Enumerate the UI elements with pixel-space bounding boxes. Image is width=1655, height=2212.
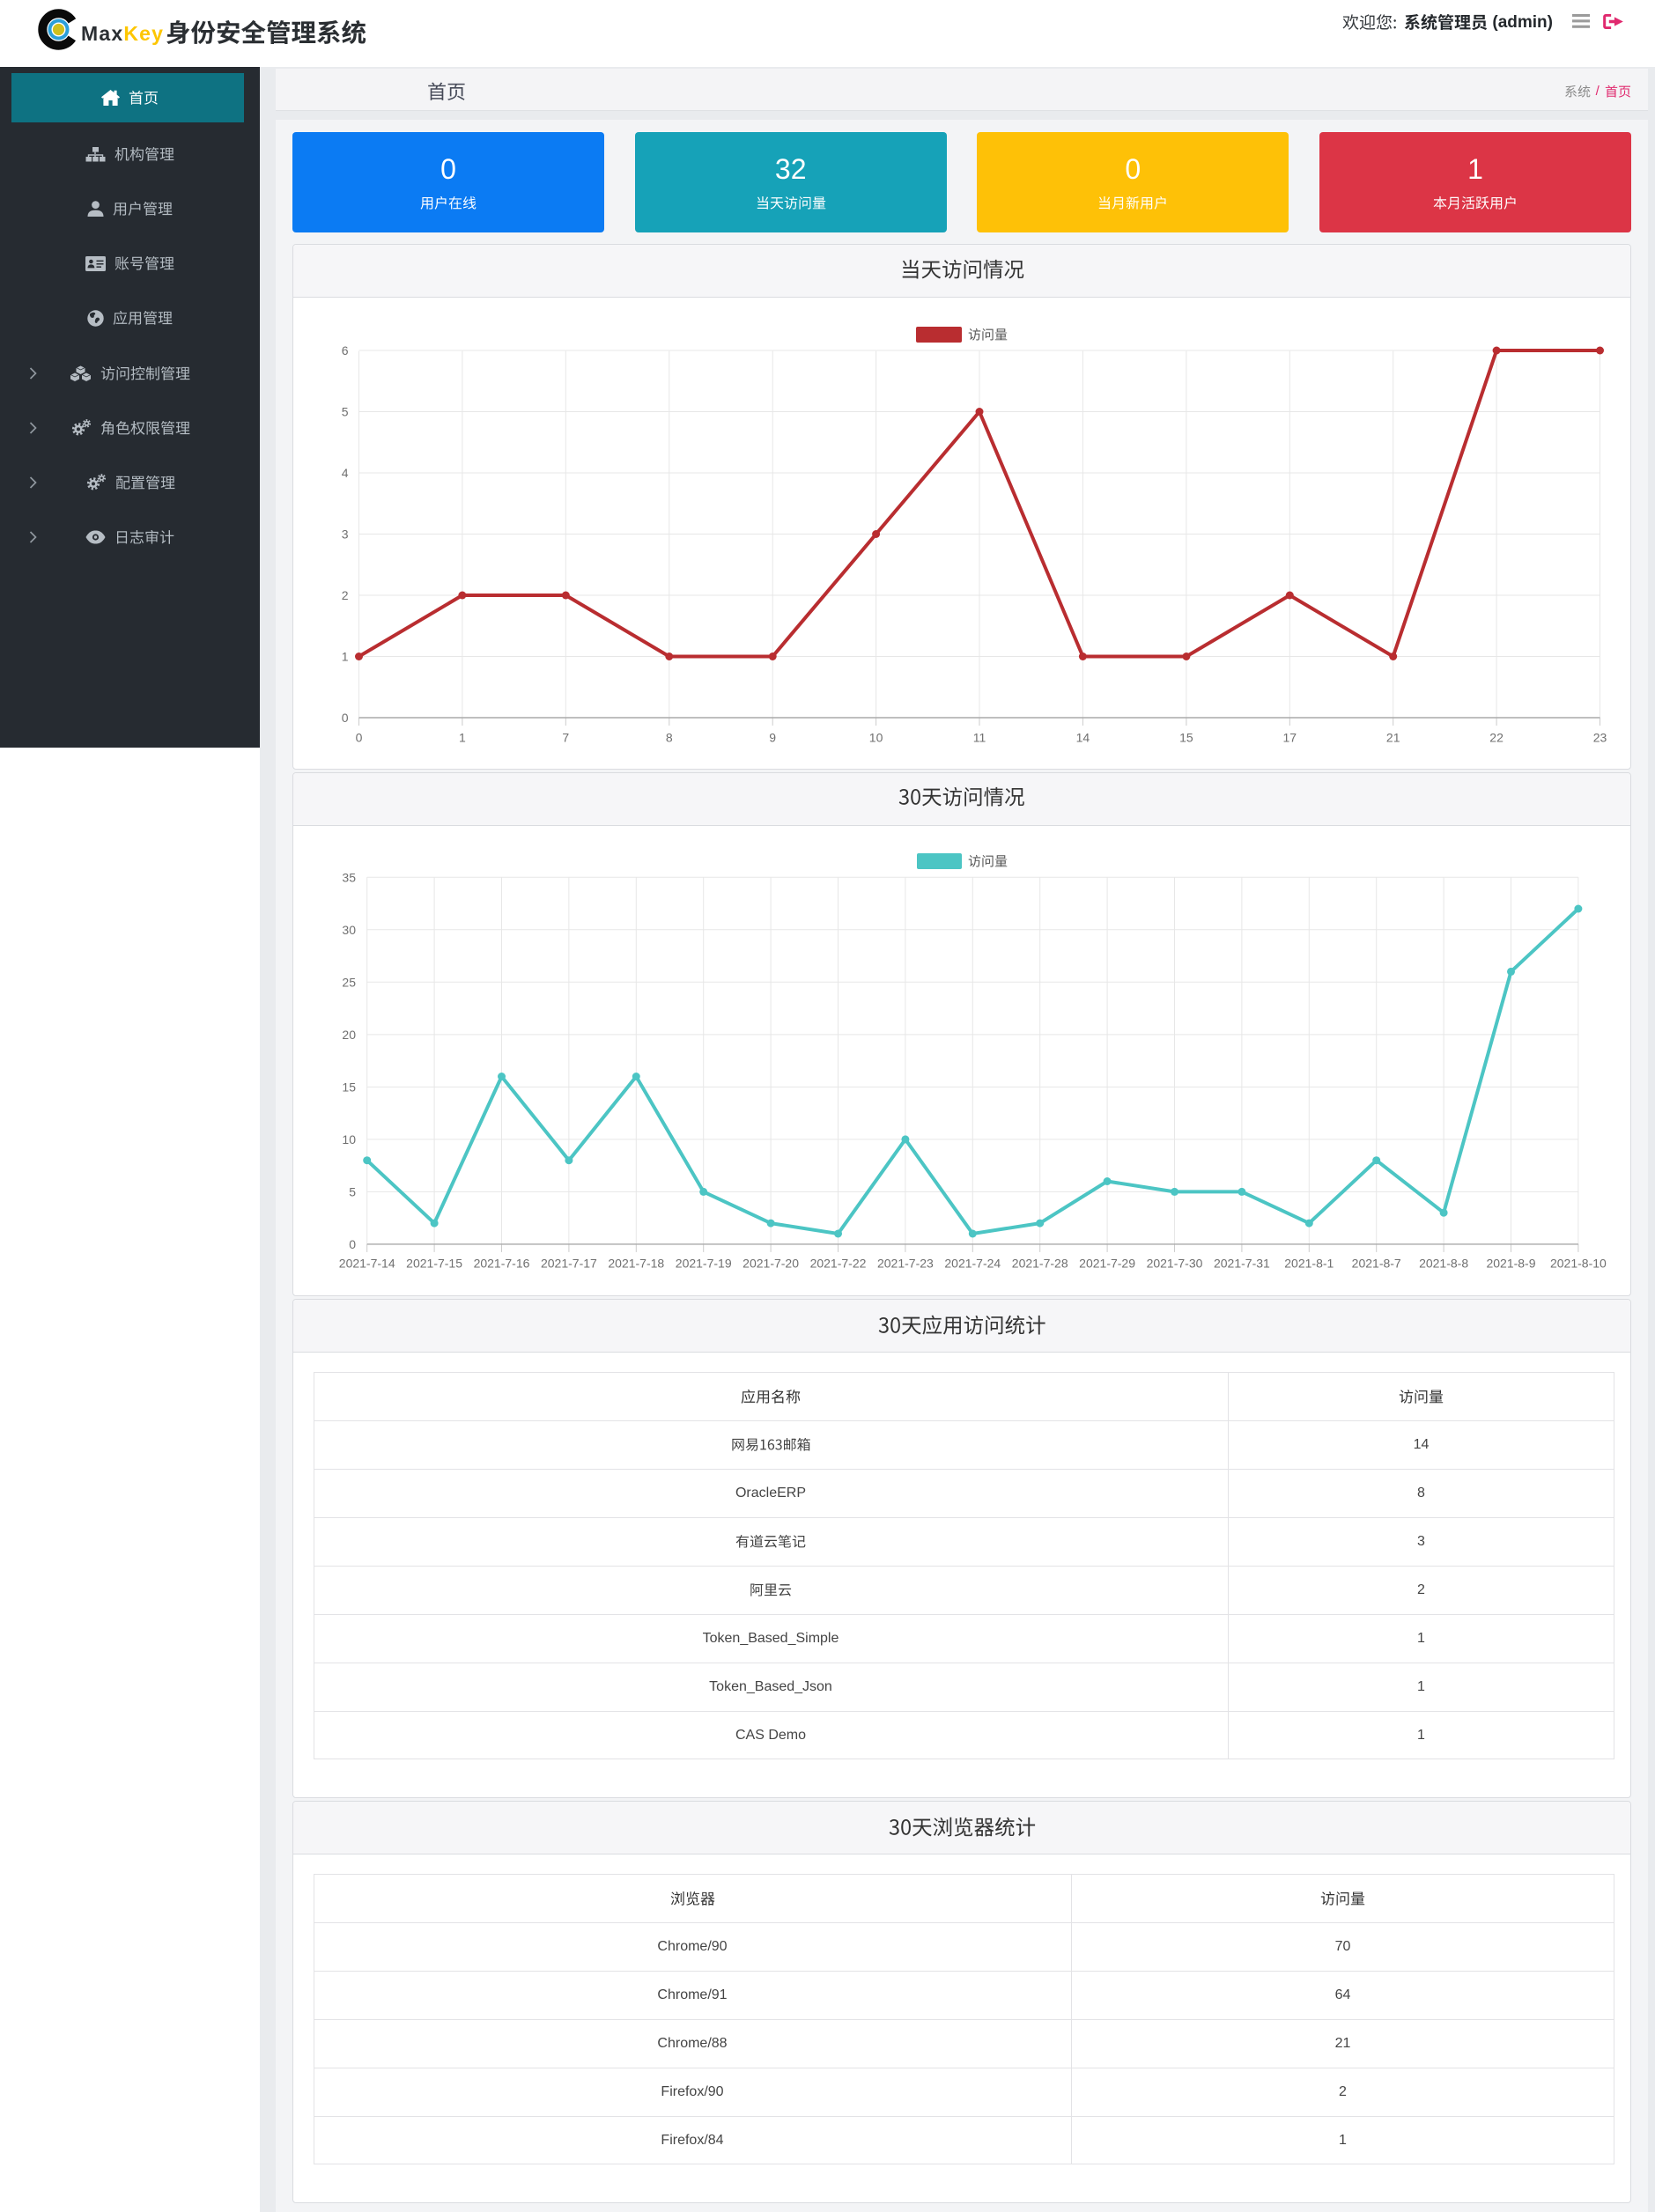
- svg-text:0: 0: [356, 731, 363, 745]
- svg-text:1: 1: [459, 731, 466, 745]
- svg-text:15: 15: [342, 1080, 356, 1094]
- svg-text:2021-8-8: 2021-8-8: [1419, 1257, 1468, 1271]
- svg-text:2021-7-17: 2021-7-17: [541, 1257, 597, 1271]
- svg-text:30: 30: [342, 923, 356, 937]
- svg-text:2021-7-20: 2021-7-20: [743, 1257, 799, 1271]
- svg-text:2021-7-22: 2021-7-22: [810, 1257, 867, 1271]
- svg-text:2: 2: [342, 588, 349, 602]
- svg-text:9: 9: [769, 731, 776, 745]
- svg-text:3: 3: [342, 527, 349, 542]
- svg-text:22: 22: [1489, 731, 1504, 745]
- svg-text:17: 17: [1283, 731, 1297, 745]
- svg-text:0: 0: [342, 711, 349, 725]
- svg-text:21: 21: [1386, 731, 1400, 745]
- svg-text:2021-7-14: 2021-7-14: [339, 1257, 395, 1271]
- svg-text:7: 7: [562, 731, 569, 745]
- svg-text:2021-7-16: 2021-7-16: [474, 1257, 530, 1271]
- svg-text:2021-8-7: 2021-8-7: [1352, 1257, 1401, 1271]
- svg-text:2021-7-30: 2021-7-30: [1147, 1257, 1203, 1271]
- svg-text:2021-7-15: 2021-7-15: [406, 1257, 462, 1271]
- svg-text:6: 6: [342, 343, 349, 358]
- svg-text:14: 14: [1076, 731, 1090, 745]
- svg-text:2021-8-1: 2021-8-1: [1284, 1257, 1334, 1271]
- svg-text:2021-7-19: 2021-7-19: [676, 1257, 732, 1271]
- svg-text:2021-7-24: 2021-7-24: [944, 1257, 1001, 1271]
- svg-text:2021-7-18: 2021-7-18: [608, 1257, 664, 1271]
- svg-text:2021-8-10: 2021-8-10: [1550, 1257, 1607, 1271]
- svg-text:5: 5: [349, 1184, 356, 1198]
- svg-text:2021-7-28: 2021-7-28: [1012, 1257, 1068, 1271]
- svg-text:0: 0: [349, 1237, 356, 1251]
- svg-text:8: 8: [666, 731, 673, 745]
- svg-text:2021-7-23: 2021-7-23: [877, 1257, 934, 1271]
- svg-text:10: 10: [342, 1132, 356, 1147]
- svg-text:2021-8-9: 2021-8-9: [1486, 1257, 1535, 1271]
- svg-text:5: 5: [342, 405, 349, 419]
- svg-text:23: 23: [1593, 731, 1607, 745]
- svg-text:35: 35: [342, 870, 356, 884]
- svg-text:4: 4: [342, 466, 349, 480]
- svg-text:1: 1: [342, 650, 349, 664]
- svg-text:2021-7-31: 2021-7-31: [1214, 1257, 1270, 1271]
- svg-text:2021-7-29: 2021-7-29: [1079, 1257, 1135, 1271]
- svg-text:11: 11: [973, 731, 986, 745]
- svg-text:25: 25: [342, 975, 356, 989]
- svg-text:10: 10: [869, 731, 883, 745]
- svg-text:20: 20: [342, 1028, 356, 1042]
- svg-text:15: 15: [1179, 731, 1193, 745]
